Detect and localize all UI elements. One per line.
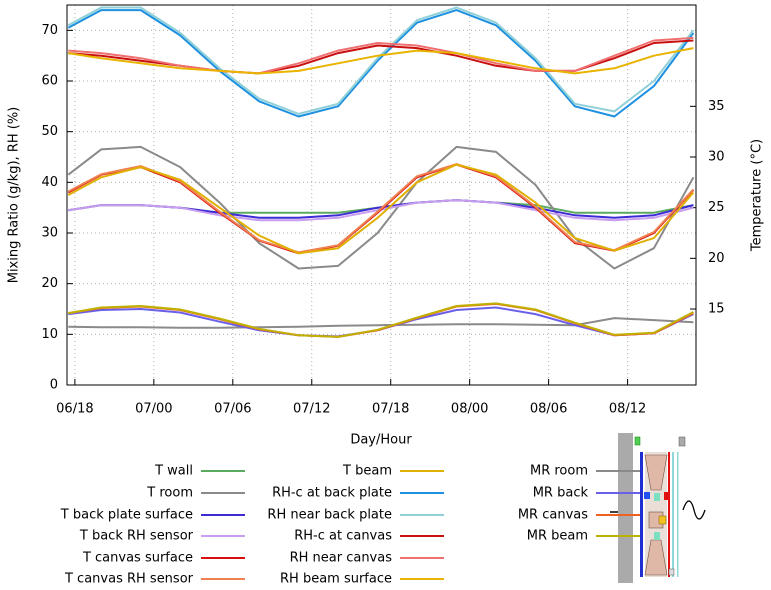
legend-label: T canvas RH sensor xyxy=(64,572,194,587)
series-line xyxy=(67,9,695,118)
series-line xyxy=(68,199,694,222)
y-tick-label: 30 xyxy=(41,226,58,241)
y-tick-label: 40 xyxy=(41,175,58,190)
x-tick-label: 08/12 xyxy=(609,402,646,417)
y2-tick-label: 25 xyxy=(708,200,725,215)
y2-axis-label: Temperature (°C) xyxy=(750,139,765,252)
legend-label: RH near canvas xyxy=(290,551,393,566)
y2-tick-label: 30 xyxy=(708,150,725,165)
series-line xyxy=(67,163,695,255)
legend-label: T back plate surface xyxy=(60,508,193,523)
x-tick-label: 07/06 xyxy=(214,402,251,417)
y2-tick-label: 35 xyxy=(708,99,725,114)
x-tick-label: 07/00 xyxy=(135,402,172,417)
legend-label: T back RH sensor xyxy=(79,529,194,544)
series-line xyxy=(68,36,694,75)
x-tick-label: 07/18 xyxy=(372,402,409,417)
y-tick-label: 10 xyxy=(41,327,58,342)
y-axis-label: Mixing Ratio (g/kg), RH (%) xyxy=(7,107,22,284)
series-line xyxy=(68,47,694,75)
x-tick-label: 07/12 xyxy=(293,402,330,417)
y-tick-label: 60 xyxy=(41,74,58,89)
y-tick-label: 0 xyxy=(50,378,58,393)
series-line xyxy=(68,302,694,338)
legend-label: T canvas surface xyxy=(82,551,193,566)
y-tick-label: 50 xyxy=(41,124,58,139)
y2-tick-label: 20 xyxy=(708,251,725,266)
legend-label: RH near back plate xyxy=(267,508,392,523)
legend-label: T room xyxy=(146,486,193,501)
plot-frame xyxy=(66,4,697,386)
legend-label: RH-c at back plate xyxy=(272,486,392,501)
legend-label: MR back xyxy=(533,486,589,501)
x-tick-label: 08/06 xyxy=(530,402,567,417)
legend-label: MR canvas xyxy=(518,508,588,523)
legend-label: T beam xyxy=(342,464,392,479)
series-line xyxy=(67,6,695,115)
y2-tick-label: 15 xyxy=(708,302,725,317)
series-line xyxy=(68,306,694,338)
y-tick-label: 70 xyxy=(41,23,58,38)
legend-label: RH beam surface xyxy=(280,572,392,587)
legend-label: T wall xyxy=(154,464,193,479)
schematic xyxy=(610,433,706,583)
y-tick-label: 20 xyxy=(41,276,58,291)
series-line xyxy=(68,317,694,329)
legend-label: MR beam xyxy=(527,529,588,544)
series-line xyxy=(67,163,695,254)
x-tick-label: 06/18 xyxy=(56,402,93,417)
x-tick-label: 08/00 xyxy=(451,402,488,417)
series-line xyxy=(67,145,695,270)
legend-label: RH-c at canvas xyxy=(294,529,392,544)
x-axis-label: Day/Hour xyxy=(350,433,412,448)
legend-label: MR room xyxy=(530,464,588,479)
